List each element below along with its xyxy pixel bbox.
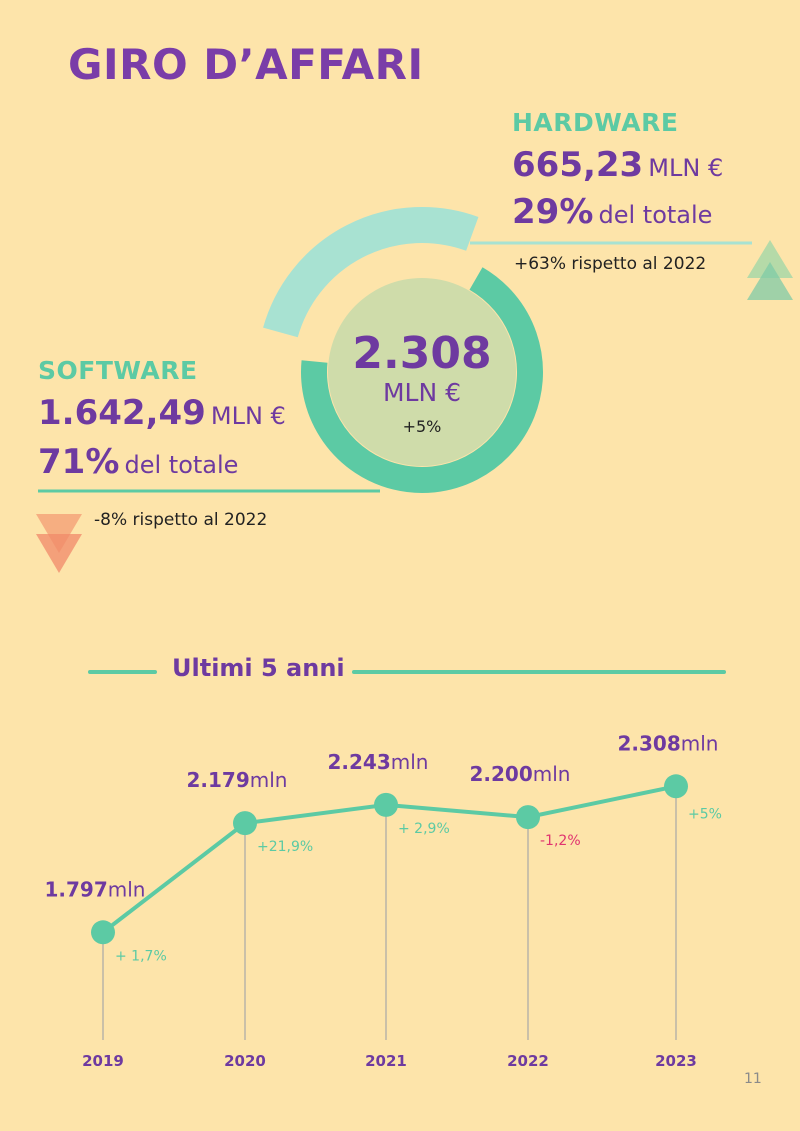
- change-label: +21,9%: [257, 839, 313, 855]
- change-label: + 2,9%: [398, 821, 450, 837]
- hardware-share-suffix: del totale: [598, 201, 713, 229]
- hardware-value-line: 665,23 MLN €: [512, 145, 723, 185]
- value-label: 2.200mln: [470, 762, 571, 786]
- value-label: 1.797mln: [45, 877, 146, 901]
- donut-chart: [36, 207, 793, 573]
- page-number: 11: [744, 1071, 762, 1087]
- hardware-share: 29%: [512, 192, 594, 232]
- value-label: 2.243mln: [328, 750, 429, 774]
- hardware-label: HARDWARE: [512, 108, 679, 137]
- software-change: -8% rispetto al 2022: [94, 510, 268, 530]
- donut-slice-hardware: [263, 207, 479, 338]
- data-point: [516, 805, 540, 830]
- hardware-unit: MLN €: [648, 154, 724, 182]
- x-tick-label: 2019: [82, 1052, 124, 1070]
- data-point: [233, 811, 257, 836]
- data-point: [664, 774, 688, 799]
- software-share-line: 71% del totale: [38, 442, 238, 482]
- line-chart: 1.797mln + 1,7% 2019 2.179mln +21,9% 2020 2.24…: [45, 731, 722, 1070]
- software-value-line: 1.642,49 MLN €: [38, 393, 286, 433]
- hardware-share-line: 29% del totale: [512, 192, 712, 232]
- x-tick-label: 2023: [655, 1052, 697, 1070]
- section-divider: [88, 670, 726, 674]
- data-point: [91, 920, 115, 945]
- software-unit: MLN €: [210, 402, 286, 430]
- total-unit: MLN €: [382, 378, 462, 407]
- software-share: 71%: [38, 442, 120, 482]
- hardware-change: +63% rispetto al 2022: [514, 254, 707, 274]
- change-label: +5%: [688, 806, 722, 822]
- down-arrow-icon: [36, 514, 82, 573]
- section-title: Ultimi 5 anni: [172, 654, 345, 682]
- data-point: [374, 792, 398, 817]
- hardware-value: 665,23: [512, 145, 644, 185]
- donut-slice-software: [301, 267, 543, 493]
- donut-center-circle: [328, 278, 516, 466]
- software-value: 1.642,49: [38, 393, 206, 433]
- software-share-suffix: del totale: [124, 451, 239, 479]
- total-change: +5%: [402, 417, 442, 436]
- x-tick-label: 2022: [507, 1052, 549, 1070]
- software-label: SOFTWARE: [38, 356, 198, 385]
- x-tick-label: 2020: [224, 1052, 266, 1070]
- value-label: 2.179mln: [187, 768, 288, 792]
- value-label: 2.308mln: [618, 731, 719, 755]
- change-label: -1,2%: [540, 833, 581, 849]
- change-label: + 1,7%: [115, 948, 167, 964]
- x-tick-label: 2021: [365, 1052, 407, 1070]
- total-value: 2.308: [352, 328, 492, 379]
- up-arrow-icon: [747, 240, 793, 300]
- page-title: GIRO D’AFFARI: [68, 40, 424, 89]
